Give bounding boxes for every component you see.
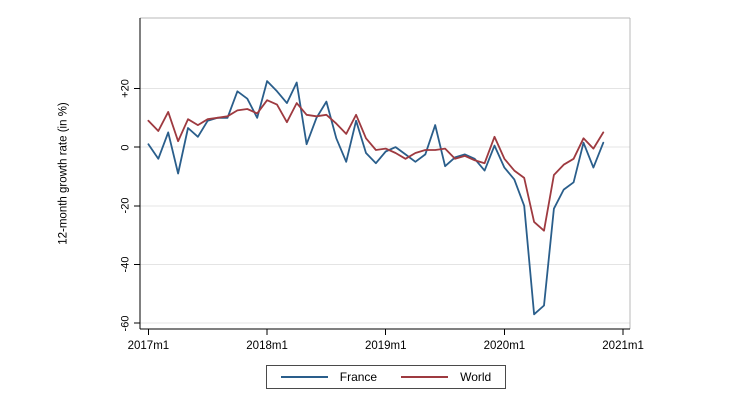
legend-label-world: World (460, 370, 492, 384)
legend-label-france: France (339, 370, 378, 384)
legend-line-world-icon (401, 376, 449, 378)
y-tick-label: -40 (119, 256, 132, 273)
y-tick-label: +20 (119, 79, 132, 98)
legend: France World (266, 365, 506, 389)
x-tick-label: 2021m1 (602, 340, 644, 352)
x-tick-label: 2019m1 (364, 340, 407, 352)
x-tick-label: 2018m1 (246, 340, 288, 352)
y-tick-label: -20 (119, 197, 132, 214)
x-tick-label: 2017m1 (127, 340, 170, 352)
y-tick-label: 0 (119, 144, 132, 151)
x-tick-label: 2020m1 (483, 340, 526, 352)
y-axis-title: 12-month growth rate (in %) (57, 102, 70, 245)
series-line-france (147, 80, 605, 316)
series-line-world (147, 99, 605, 232)
y-tick-label: -60 (119, 315, 132, 332)
legend-item-world: World (401, 370, 491, 384)
legend-line-france-icon (280, 376, 328, 378)
legend-item-france: France (280, 370, 378, 384)
